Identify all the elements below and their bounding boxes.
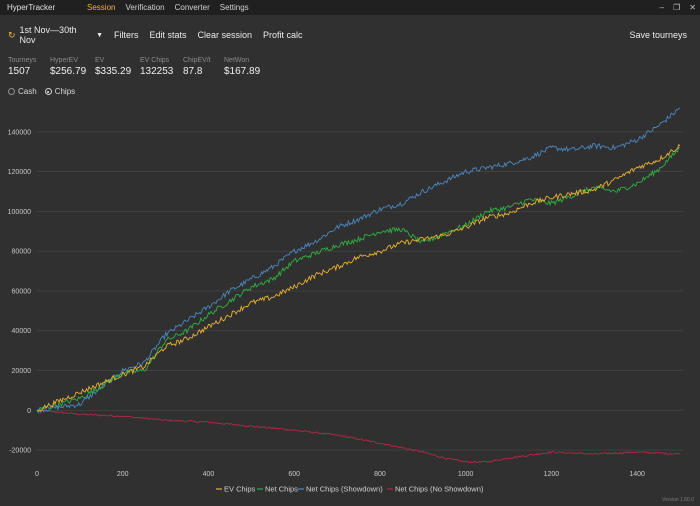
legend-label: Net Chips (Showdown) bbox=[306, 485, 383, 494]
series-line-net-chips-showdown bbox=[36, 107, 681, 414]
x-tick-label: 1200 bbox=[544, 471, 560, 478]
x-tick-label: 600 bbox=[288, 471, 300, 478]
radio-icon bbox=[8, 88, 15, 95]
y-tick-label: 60000 bbox=[12, 288, 32, 295]
stat-label: EV bbox=[95, 57, 105, 64]
x-tick-label: 1400 bbox=[629, 471, 645, 478]
stat-value: 87.8 bbox=[183, 66, 203, 77]
stat-chipev-per-t: ChipEV/t 87.8 bbox=[183, 57, 216, 77]
window-controls: – ❐ ✕ bbox=[660, 0, 696, 15]
stat-label: EV Chips bbox=[140, 57, 170, 64]
chips-label: Chips bbox=[54, 87, 76, 96]
chip-graph: -20000 0 20000 40000 60000 80000 100000 120000 1… bbox=[8, 107, 683, 494]
stat-label: HyperEV bbox=[50, 57, 79, 64]
title-bar: HyperTracker Session Verification Conver… bbox=[0, 0, 700, 15]
x-tick-label: 400 bbox=[203, 471, 215, 478]
date-range-selector[interactable]: ↻ 1st Nov—30th Nov ▼ bbox=[8, 25, 103, 45]
stat-value: 1507 bbox=[8, 66, 31, 77]
close-icon[interactable]: ✕ bbox=[689, 3, 696, 12]
y-axis-ticks: -20000 0 20000 40000 60000 80000 100000 120000 1… bbox=[8, 129, 31, 454]
stats-panel: Tourneys 1507 HyperEV $256.79 EV $335.29… bbox=[8, 57, 272, 77]
menu-settings[interactable]: Settings bbox=[219, 3, 249, 12]
stat-ev-chips: EV Chips 132253 bbox=[140, 57, 175, 77]
stat-netwon: NetWon $167.89 bbox=[224, 57, 264, 77]
stat-value: 132253 bbox=[140, 66, 174, 77]
filters-button[interactable]: Filters bbox=[114, 30, 139, 40]
y-tick-label: -20000 bbox=[9, 448, 31, 455]
minimize-icon[interactable]: – bbox=[659, 3, 665, 12]
y-tick-label: 40000 bbox=[12, 328, 32, 335]
x-tick-label: 0 bbox=[35, 471, 39, 478]
y-tick-label: 100000 bbox=[8, 209, 31, 216]
y-tick-label: 0 bbox=[27, 408, 31, 415]
stat-label: NetWon bbox=[224, 57, 250, 64]
chart-grid bbox=[37, 131, 683, 451]
y-tick-label: 120000 bbox=[8, 169, 31, 176]
chevron-down-icon: ▼ bbox=[96, 31, 103, 39]
x-axis-ticks: 0 200 400 600 800 1000 1200 1400 bbox=[35, 471, 645, 478]
version-label: Version 1.60.0 bbox=[662, 497, 694, 503]
legend-label: Net Chips bbox=[265, 485, 298, 494]
legend-label: EV Chips bbox=[224, 485, 256, 494]
stat-ev: EV $335.29 bbox=[95, 57, 132, 77]
stat-label: Tourneys bbox=[8, 57, 37, 64]
refresh-icon: ↻ bbox=[8, 29, 16, 40]
stat-hyperev: HyperEV $256.79 bbox=[50, 57, 87, 77]
stat-tourneys: Tourneys 1507 bbox=[8, 57, 42, 77]
profit-calc-button[interactable]: Profit calc bbox=[263, 30, 303, 40]
cash-radio[interactable]: Cash bbox=[8, 87, 37, 96]
date-range-label: 1st Nov—30th Nov bbox=[19, 25, 77, 45]
save-tourneys-button[interactable]: Save tourneys bbox=[629, 30, 687, 40]
maximize-icon[interactable]: ❐ bbox=[673, 3, 681, 12]
main-menu: Session Verification Converter Settings bbox=[82, 3, 254, 12]
toolbar: ↻ 1st Nov—30th Nov ▼ Filters Edit stats … bbox=[0, 22, 700, 48]
menu-converter[interactable]: Converter bbox=[174, 3, 210, 12]
x-tick-label: 1000 bbox=[458, 471, 474, 478]
series-line-net-chips-no-showdown bbox=[36, 409, 681, 464]
edit-stats-button[interactable]: Edit stats bbox=[149, 30, 187, 40]
x-tick-label: 200 bbox=[117, 471, 129, 478]
menu-verification[interactable]: Verification bbox=[125, 3, 165, 12]
legend-label: Net Chips (No Showdown) bbox=[395, 485, 484, 494]
cash-label: Cash bbox=[18, 87, 37, 96]
chart-series bbox=[36, 107, 681, 464]
chart-legend: EV Chips Net Chips Net Chips (Showdown) Net… bbox=[216, 485, 484, 494]
x-tick-label: 800 bbox=[374, 471, 386, 478]
stat-value: $335.29 bbox=[95, 66, 132, 77]
series-line-net-chips bbox=[36, 146, 681, 412]
y-tick-label: 80000 bbox=[12, 249, 32, 256]
menu-session[interactable]: Session bbox=[87, 3, 116, 12]
clear-session-button[interactable]: Clear session bbox=[197, 30, 253, 40]
stat-value: $167.89 bbox=[224, 66, 261, 77]
app-title: HyperTracker bbox=[7, 3, 56, 12]
stat-value: $256.79 bbox=[50, 66, 87, 77]
mode-selector: Cash Chips bbox=[8, 87, 75, 96]
radio-selected-icon bbox=[44, 88, 52, 95]
y-tick-label: 20000 bbox=[12, 368, 32, 375]
stat-label: ChipEV/t bbox=[183, 57, 211, 64]
series-line-ev-chips bbox=[36, 143, 681, 412]
chips-radio[interactable]: Chips bbox=[44, 87, 76, 96]
y-tick-label: 140000 bbox=[8, 129, 31, 136]
